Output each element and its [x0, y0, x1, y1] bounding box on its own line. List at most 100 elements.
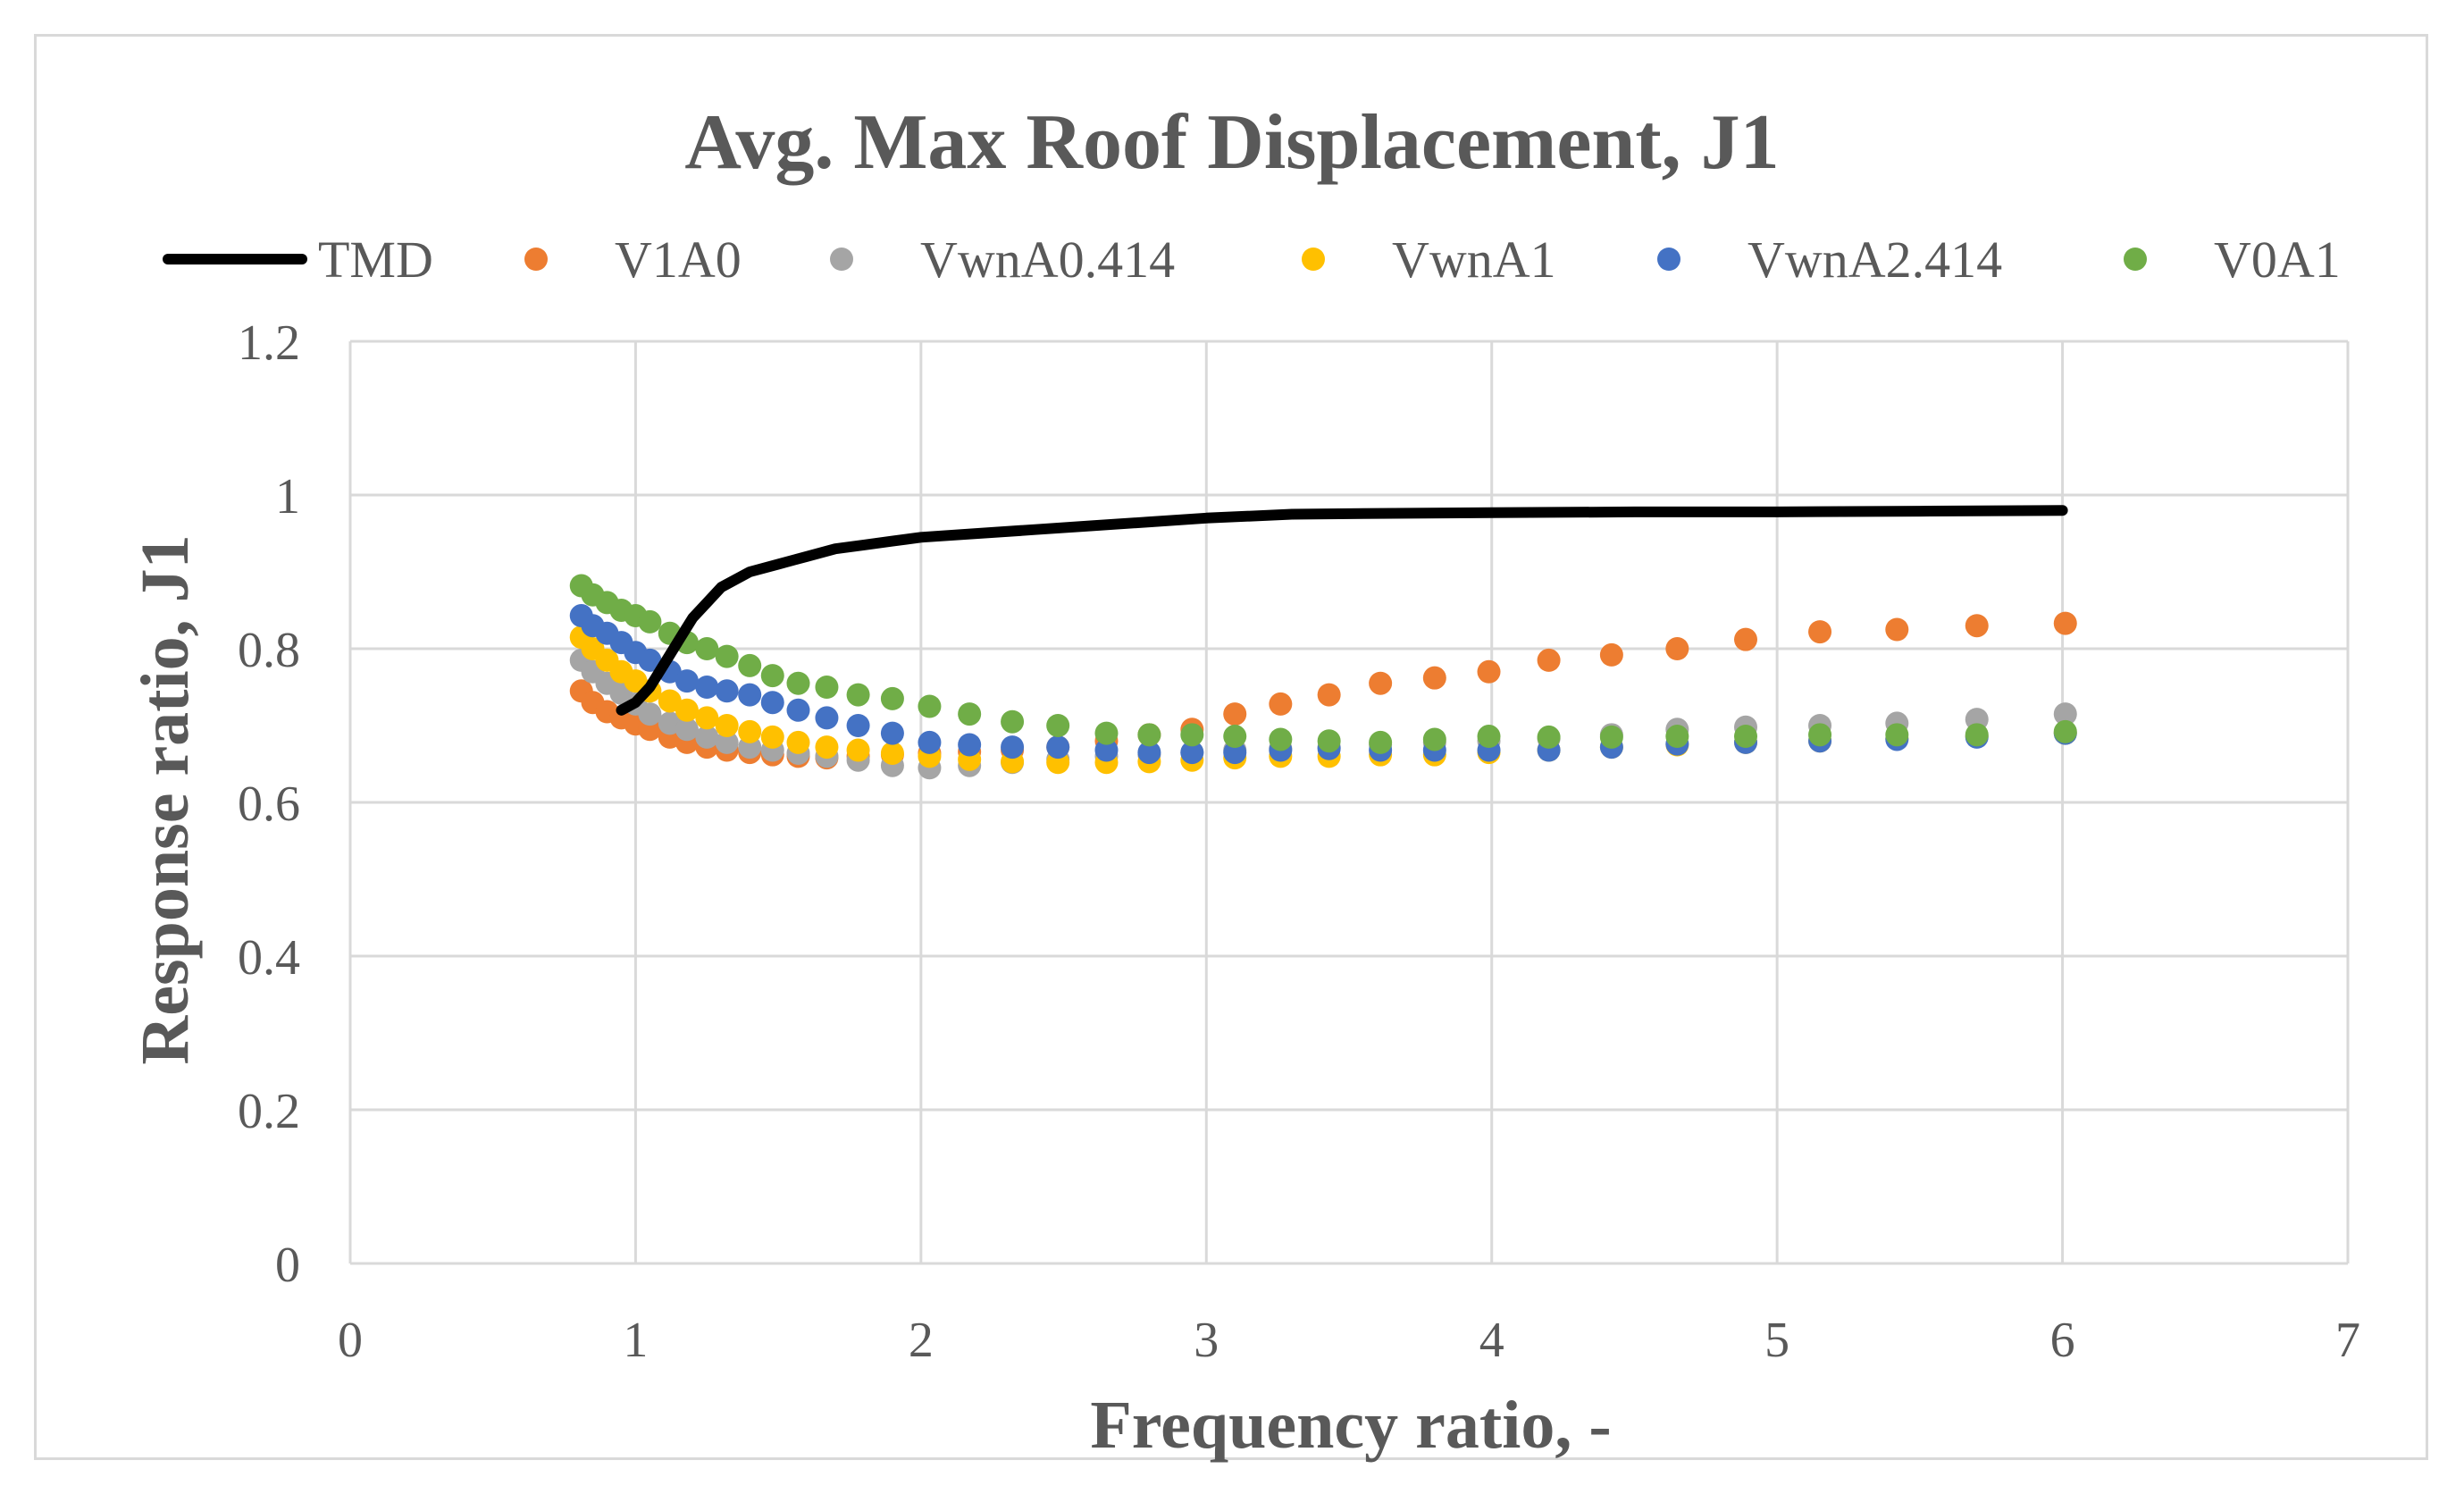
data-point: [786, 698, 810, 722]
x-tick-label: 4: [1479, 1313, 1504, 1368]
data-point: [695, 706, 719, 730]
data-point: [846, 738, 870, 762]
data-point: [2053, 719, 2077, 743]
plot-series: [569, 505, 2077, 780]
legend-item: VwnA1: [1302, 231, 1556, 289]
legend-swatch: [1302, 248, 1325, 271]
data-point: [1317, 729, 1341, 753]
data-point: [1965, 723, 1989, 747]
data-point: [638, 702, 662, 726]
legend-swatch: [830, 248, 853, 271]
legend-label: V0A1: [2214, 231, 2341, 289]
legend-label: TMD: [318, 231, 433, 289]
data-point: [1599, 725, 1623, 749]
data-point: [1477, 725, 1501, 749]
data-point: [1094, 738, 1119, 762]
y-axis: 0 0.2 0.4 0.6 0.8 1 1.2: [238, 315, 300, 1293]
data-point: [1180, 723, 1204, 747]
data-point: [1965, 614, 1989, 638]
data-point: [880, 721, 904, 745]
data-point: [1885, 617, 1909, 642]
legend-swatch: [2124, 248, 2147, 271]
data-point: [1223, 725, 1247, 749]
data-point: [738, 683, 762, 707]
data-point: [695, 676, 719, 699]
data-point: [675, 698, 699, 722]
data-point: [760, 664, 784, 688]
data-point: [1369, 671, 1393, 695]
legend-label: VwnA0.414: [920, 231, 1175, 289]
data-point: [815, 676, 839, 699]
legend-item: VwnA2.414: [1657, 231, 2002, 289]
data-point: [1734, 627, 1758, 651]
chart-title: Avg. Max Roof Displacement, J1: [684, 99, 1779, 186]
y-tick-label: 0: [275, 1238, 300, 1293]
data-point: [760, 691, 784, 715]
data-point: [1599, 642, 1623, 667]
y-tick-label: 0.4: [238, 930, 300, 986]
data-point: [1734, 725, 1758, 749]
data-point: [1269, 692, 1293, 716]
legend-label: VwnA2.414: [1747, 231, 2002, 289]
data-point: [1001, 735, 1025, 760]
data-point: [1137, 723, 1161, 747]
data-point: [1885, 723, 1909, 747]
data-point: [846, 683, 870, 707]
data-point: [638, 609, 662, 634]
data-point: [918, 730, 942, 754]
data-point: [815, 735, 839, 760]
data-point: [1001, 709, 1025, 734]
x-axis: 0 1 2 3 4 5 6 7: [338, 1313, 2360, 1368]
data-point: [1422, 666, 1446, 690]
data-point: [1537, 725, 1561, 749]
data-point: [675, 669, 699, 693]
data-point: [1665, 637, 1689, 660]
y-tick-label: 0.2: [238, 1084, 300, 1139]
data-point: [1223, 741, 1247, 765]
data-point: [958, 733, 982, 757]
data-point: [1808, 620, 1832, 644]
data-point: [1537, 648, 1561, 672]
x-tick-label: 1: [623, 1313, 648, 1368]
legend-swatch: [1657, 248, 1680, 271]
data-point: [715, 730, 739, 754]
data-point: [738, 653, 762, 677]
data-point: [1223, 702, 1247, 726]
data-point: [695, 725, 719, 749]
data-point: [880, 686, 904, 710]
data-point: [815, 706, 839, 730]
x-tick-label: 7: [2335, 1313, 2360, 1368]
data-point: [786, 730, 810, 754]
data-point: [760, 725, 784, 749]
y-tick-label: 1.2: [238, 315, 300, 371]
data-point: [1269, 727, 1293, 751]
legend-item: V0A1: [2124, 231, 2341, 289]
series-V0A1: [569, 574, 2077, 754]
data-point: [695, 637, 719, 660]
y-tick-label: 1: [275, 469, 300, 525]
data-point: [1137, 741, 1161, 765]
data-point: [658, 689, 682, 713]
series-line-TMD: [616, 505, 2068, 716]
data-point: [1180, 741, 1204, 765]
data-point: [1665, 725, 1689, 749]
legend-label: VwnA1: [1392, 231, 1556, 289]
data-point: [738, 719, 762, 743]
y-tick-label: 0.8: [238, 623, 300, 678]
y-tick-label: 0.6: [238, 776, 300, 832]
x-tick-label: 6: [2050, 1313, 2075, 1368]
data-point: [918, 694, 942, 718]
y-axis-title: Response ratio, J1: [128, 534, 203, 1064]
data-point: [958, 702, 982, 726]
legend: TMD V1A0 VwnA0.414 VwnA1 VwnA2.414 V0A1: [163, 231, 2341, 289]
data-point: [880, 741, 904, 765]
data-point: [2053, 611, 2077, 635]
data-point: [1094, 721, 1119, 745]
data-point: [1477, 659, 1501, 684]
legend-item: V1A0: [524, 231, 742, 289]
data-point: [1422, 727, 1446, 751]
data-point: [638, 648, 662, 672]
data-point: [715, 714, 739, 737]
legend-item: VwnA0.414: [830, 231, 1175, 289]
